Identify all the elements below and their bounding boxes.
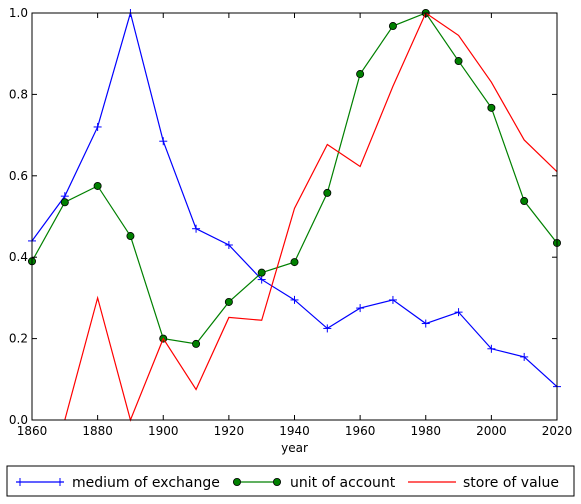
legend-entry: unit of account xyxy=(232,475,396,491)
x-tick-label: 1900 xyxy=(148,424,179,438)
series-line xyxy=(32,10,557,388)
data-point xyxy=(290,258,299,267)
x-tick-label: 1980 xyxy=(410,424,441,438)
x-axis-label: year xyxy=(281,441,308,455)
data-point xyxy=(232,477,241,486)
data-point xyxy=(16,478,24,486)
y-tick-label: 0.2 xyxy=(9,332,28,346)
data-point xyxy=(192,224,201,233)
data-point xyxy=(356,304,365,313)
legend: medium of exchange unit of account store o… xyxy=(6,465,575,497)
x-tick-label: 1940 xyxy=(279,424,310,438)
data-point xyxy=(192,339,201,348)
x-axis: 1860 1880 1900 1920 1940 1960 1980 2000 2020 xyxy=(17,13,573,438)
y-tick-label: 1.0 xyxy=(9,6,28,20)
plot-frame xyxy=(31,12,558,421)
data-point xyxy=(421,319,430,328)
x-tick-label: 1920 xyxy=(214,424,245,438)
data-point xyxy=(93,122,102,131)
data-point xyxy=(257,268,266,277)
data-point xyxy=(454,308,463,317)
data-point xyxy=(224,240,233,249)
data-point xyxy=(224,297,233,306)
data-point xyxy=(290,295,299,304)
series-line xyxy=(64,12,557,422)
data-point xyxy=(487,344,496,353)
y-axis: 0.0 0.2 0.4 0.6 0.8 1.0 xyxy=(9,6,557,427)
data-point xyxy=(257,275,266,284)
series-unit-of-account xyxy=(27,8,562,348)
data-point xyxy=(520,197,529,206)
legend-label: store of value xyxy=(463,475,559,491)
data-point xyxy=(388,295,397,304)
x-tick-label: 2020 xyxy=(542,424,573,438)
data-point xyxy=(520,352,529,361)
data-point xyxy=(56,478,64,486)
data-point xyxy=(388,22,397,31)
y-tick-label: 0.6 xyxy=(9,169,28,183)
data-point xyxy=(323,188,332,197)
x-tick-label: 2000 xyxy=(476,424,507,438)
data-point xyxy=(487,103,496,112)
series-medium-of-exchange xyxy=(28,9,561,391)
x-tick-label: 1860 xyxy=(17,424,48,438)
data-point xyxy=(60,198,69,207)
y-tick-label: 0.4 xyxy=(9,250,28,264)
x-tick-label: 1880 xyxy=(82,424,113,438)
data-point xyxy=(159,137,168,146)
data-point xyxy=(272,477,281,486)
data-point xyxy=(454,57,463,66)
data-point xyxy=(323,324,332,333)
legend-box xyxy=(6,465,575,497)
data-point xyxy=(356,70,365,79)
data-point xyxy=(126,232,135,241)
plot-series xyxy=(27,8,562,422)
x-tick-label: 1960 xyxy=(345,424,376,438)
y-tick-label: 0.8 xyxy=(9,87,28,101)
legend-label: unit of account xyxy=(290,475,396,491)
legend-entry: store of value xyxy=(408,475,559,491)
series-store-of-value xyxy=(64,12,557,422)
legend-entry: medium of exchange xyxy=(16,475,220,491)
legend-label: medium of exchange xyxy=(72,475,220,491)
y-tick-label: 0.0 xyxy=(9,413,28,427)
data-point xyxy=(93,181,102,190)
